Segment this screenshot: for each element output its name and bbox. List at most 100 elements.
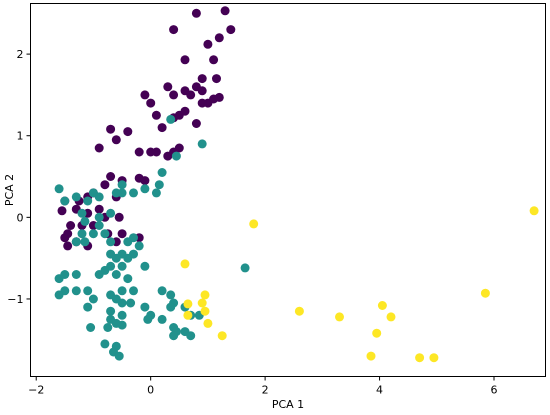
data-point-series-0-8 [212, 74, 221, 84]
data-point-series-1-42 [71, 270, 81, 279]
data-point-series-1-45 [123, 274, 133, 284]
data-point-series-1-21 [80, 216, 90, 226]
data-point-series-1-83 [114, 351, 124, 361]
data-point-series-1-13 [117, 188, 127, 198]
data-point-series-1-72 [103, 323, 113, 332]
data-point-series-2-12 [377, 301, 387, 310]
data-point-series-0-1 [220, 6, 230, 16]
data-point-series-0-58 [66, 221, 76, 230]
data-point-series-0-6 [180, 55, 190, 65]
data-point-series-1-20 [94, 221, 104, 230]
data-point-series-0-20 [140, 90, 150, 100]
data-point-series-1-19 [106, 208, 116, 218]
data-point-series-2-1 [249, 219, 259, 229]
data-point-series-2-8 [203, 318, 213, 328]
data-point-series-1-53 [166, 290, 176, 300]
data-point-series-2-7 [200, 306, 210, 316]
data-point-series-1-38 [140, 261, 150, 271]
data-point-series-1-25 [100, 229, 110, 239]
data-point-series-1-2 [171, 151, 181, 161]
data-point-series-2-4 [183, 310, 193, 320]
data-point-series-1-68 [157, 314, 167, 324]
data-point-series-1-48 [83, 286, 93, 296]
x-tick-label: 6 [491, 384, 498, 397]
x-axis-title: PCA 1 [272, 398, 304, 411]
data-point-series-2-13 [386, 312, 396, 322]
data-point-series-2-15 [480, 288, 490, 298]
data-point-series-2-18 [429, 353, 439, 363]
data-point-series-2-5 [197, 298, 207, 308]
data-point-series-0-17 [186, 90, 196, 100]
data-point-series-1-34 [111, 253, 121, 263]
data-point-series-0-37 [134, 147, 144, 157]
data-point-series-1-22 [77, 229, 87, 239]
data-point-series-1-17 [94, 212, 104, 222]
data-point-series-1-14 [129, 188, 138, 198]
data-point-series-1-15 [140, 184, 150, 194]
data-point-series-0-22 [151, 110, 161, 120]
data-point-series-1-27 [106, 237, 116, 247]
data-point-series-1-26 [71, 237, 81, 247]
data-point-series-0-53 [114, 212, 124, 222]
x-tick-label: −2 [28, 384, 44, 397]
data-point-series-1-11 [94, 192, 104, 202]
data-point-series-1-35 [123, 253, 133, 263]
data-point-series-1-18 [77, 208, 87, 218]
data-point-series-0-48 [57, 206, 67, 216]
data-point-series-1-9 [83, 196, 93, 206]
data-point-series-0-10 [163, 82, 173, 92]
y-tick-label: 1 [17, 130, 24, 143]
x-tick-label: 4 [376, 384, 383, 397]
data-point-series-1-29 [129, 233, 138, 243]
data-point-series-1-52 [157, 286, 167, 296]
data-point-series-1-0 [166, 114, 176, 124]
data-point-series-0-57 [117, 229, 127, 239]
data-point-series-0-0 [191, 8, 201, 18]
data-point-series-0-29 [123, 127, 133, 137]
data-point-series-1-50 [117, 286, 127, 296]
data-point-series-2-0 [529, 206, 539, 216]
data-point-series-1-63 [88, 294, 98, 304]
data-point-series-1-80 [100, 339, 110, 349]
data-point-series-1-41 [54, 274, 64, 284]
data-point-series-1-24 [80, 237, 90, 247]
data-point-series-0-23 [157, 123, 167, 133]
data-point-series-1-5 [117, 180, 127, 190]
data-point-series-2-16 [366, 351, 376, 361]
data-point-series-0-42 [140, 176, 150, 186]
x-tick-label: 2 [262, 384, 269, 397]
data-point-series-0-65 [60, 233, 70, 243]
plot-frame [30, 3, 546, 377]
data-point-series-0-21 [146, 98, 156, 108]
data-point-series-2-6 [200, 290, 210, 300]
data-point-series-1-30 [134, 241, 144, 251]
data-point-series-0-12 [197, 86, 207, 96]
x-axis-ticks: −2 0 2 4 6 [28, 376, 498, 397]
data-point-series-1-54 [54, 290, 64, 300]
data-point-series-0-38 [106, 172, 116, 181]
y-tick-label: −1 [7, 293, 23, 306]
data-point-series-1-78 [186, 331, 196, 341]
data-point-series-1-84 [240, 263, 250, 273]
data-point-series-0-4 [169, 25, 179, 35]
data-point-series-1-59 [140, 302, 150, 312]
data-point-series-1-8 [71, 192, 81, 202]
data-point-series-0-33 [151, 147, 161, 157]
data-point-series-2-3 [183, 299, 193, 309]
points-layer [54, 6, 539, 363]
data-point-series-1-62 [117, 310, 127, 320]
data-point-series-0-7 [209, 55, 219, 65]
y-tick-label: 0 [17, 211, 24, 224]
data-point-series-0-9 [197, 74, 207, 84]
data-point-series-2-2 [180, 259, 190, 269]
data-point-series-0-30 [111, 135, 121, 145]
data-point-series-0-2 [226, 25, 236, 35]
data-point-series-1-64 [166, 302, 176, 312]
y-tick-label: 2 [17, 48, 24, 61]
data-point-series-1-75 [86, 323, 96, 332]
data-point-series-1-3 [157, 168, 167, 177]
data-point-series-2-9 [217, 331, 227, 341]
data-point-series-2-14 [372, 328, 382, 338]
data-point-series-1-16 [151, 188, 161, 198]
data-point-series-0-15 [197, 98, 207, 108]
